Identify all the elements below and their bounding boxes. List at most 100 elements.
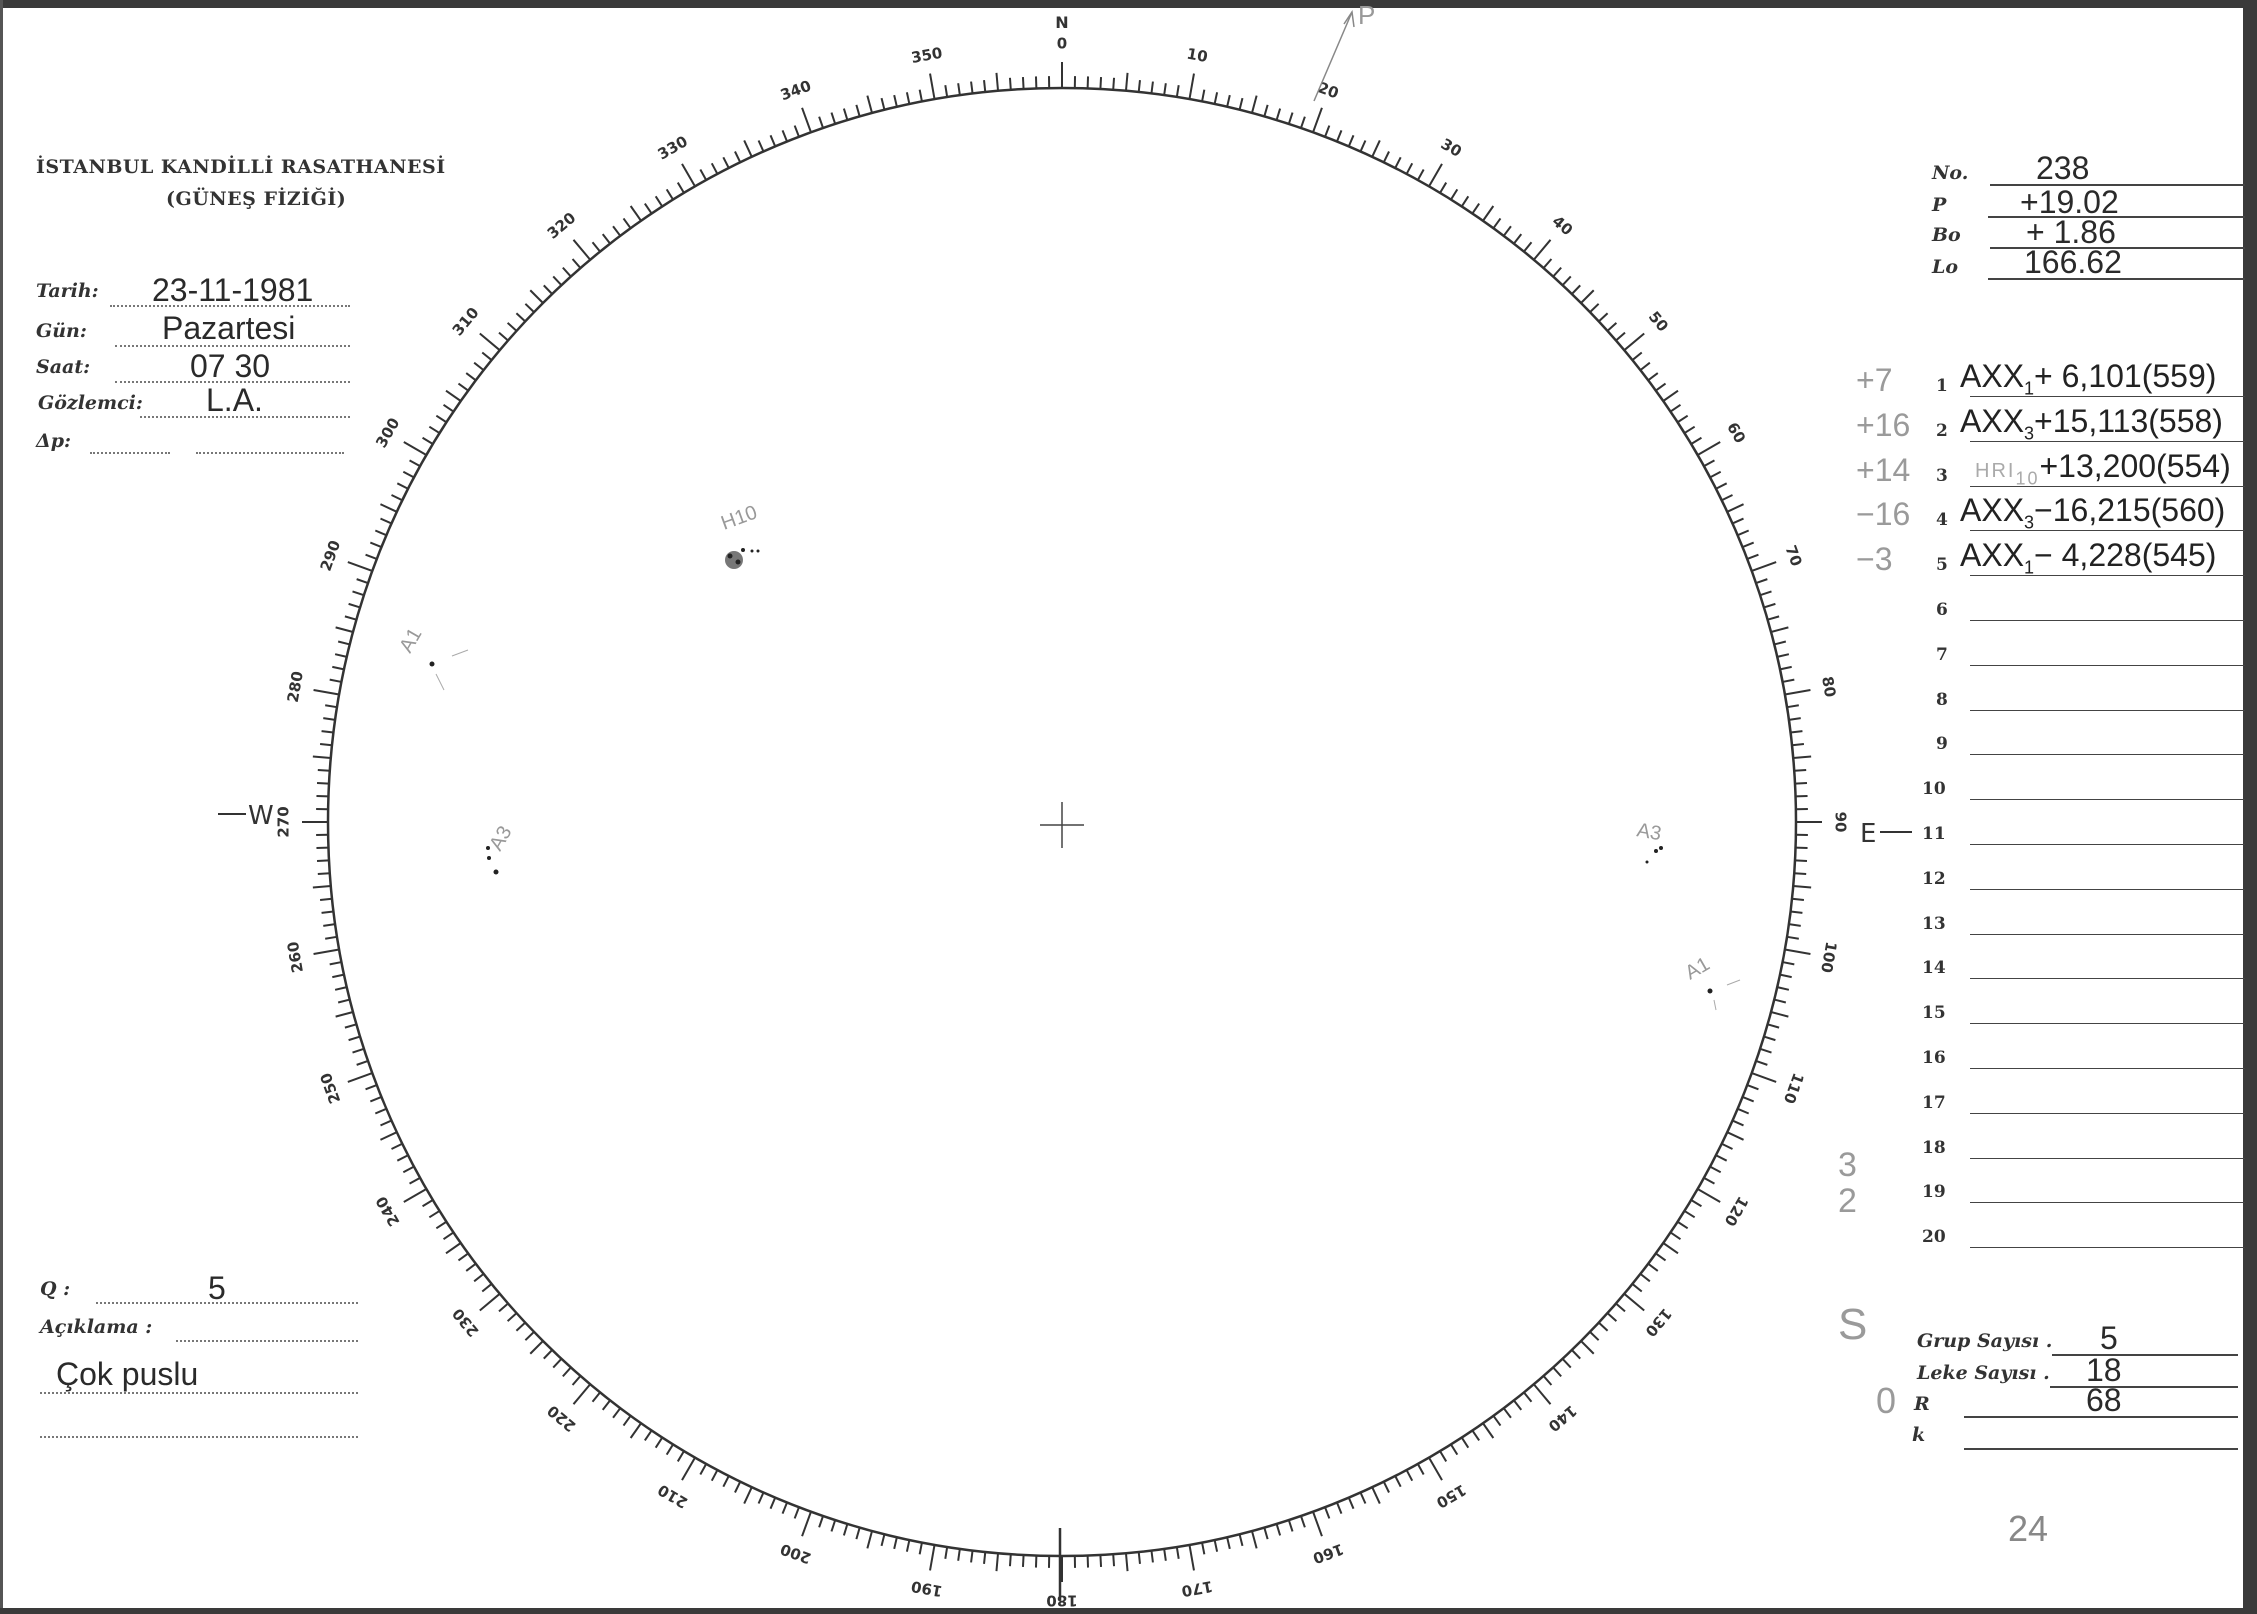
description-value: Çok puslu xyxy=(56,1356,199,1392)
scale-tick xyxy=(855,104,861,117)
scale-tick xyxy=(323,717,336,721)
scale-tick xyxy=(1773,640,1787,646)
scale-tick xyxy=(734,151,742,163)
group-row-line xyxy=(1970,530,2245,532)
scale-tick xyxy=(676,182,685,194)
lo-label: Lo xyxy=(1932,256,1959,278)
scale-label: 0 xyxy=(1057,35,1067,53)
scale-tick xyxy=(1312,107,1323,133)
scale-tick xyxy=(1382,1481,1390,1493)
scale-tick xyxy=(1767,1023,1780,1029)
scale-tick xyxy=(1226,1536,1231,1550)
group-row-line xyxy=(1970,1202,2245,1204)
scale-tick xyxy=(1788,717,1801,721)
scale-tick xyxy=(316,781,330,785)
scale-tick xyxy=(1606,1312,1618,1322)
scale-tick xyxy=(612,225,622,237)
time-label: Saat: xyxy=(36,356,91,378)
scale-label: 30 xyxy=(1438,135,1465,161)
pole-axis-line xyxy=(1313,11,1353,102)
p-line xyxy=(1988,216,2245,218)
scale-tick xyxy=(1188,73,1195,100)
scale-tick xyxy=(1759,590,1772,597)
scale-tick xyxy=(479,332,501,351)
group-row-line xyxy=(1970,575,2245,577)
scale-tick xyxy=(1112,77,1116,90)
scale-tick xyxy=(1623,332,1645,351)
scale-tick xyxy=(1460,1437,1470,1449)
scale-tick xyxy=(1561,1358,1572,1369)
scale-tick xyxy=(347,561,373,572)
scale-label: 260 xyxy=(284,940,307,974)
scale-tick xyxy=(1793,884,1812,889)
scale-tick xyxy=(612,1407,622,1419)
scale-tick xyxy=(1788,923,1801,927)
scale-label: 280 xyxy=(284,670,307,704)
scale-tick xyxy=(380,1131,398,1141)
scale-tick xyxy=(457,382,469,392)
scale-label: 200 xyxy=(778,1540,814,1568)
scale-tick xyxy=(769,1497,777,1510)
scale-tick xyxy=(325,704,338,709)
scale-tick xyxy=(391,494,403,502)
scale-tick xyxy=(665,188,674,201)
scale-tick xyxy=(1759,1047,1772,1054)
scale-tick xyxy=(1312,1511,1323,1537)
scale-tick xyxy=(572,1383,591,1405)
scale-tick xyxy=(710,1469,719,1482)
sunspot xyxy=(756,549,760,553)
scale-tick xyxy=(1482,205,1495,222)
bo-label: Bo xyxy=(1932,224,1961,246)
scale-tick xyxy=(323,923,336,927)
sunspot-group-label: A1 xyxy=(395,624,426,656)
scale-tick xyxy=(1175,85,1180,98)
scale-tick xyxy=(866,95,873,114)
scale-tick xyxy=(1655,1252,1667,1262)
scale-tick xyxy=(391,1142,403,1150)
scale-tick xyxy=(893,94,898,108)
scale-tick xyxy=(374,529,387,537)
scale-tick xyxy=(506,322,518,332)
group-row-number: 12 xyxy=(1922,868,1946,889)
scale-tick xyxy=(1763,1035,1776,1042)
scale-tick xyxy=(1784,948,1811,955)
scale-tick xyxy=(1150,1550,1154,1563)
r-line xyxy=(1964,1416,2238,1418)
scale-tick xyxy=(1492,217,1502,229)
scan-edge-bottom xyxy=(0,1608,2257,1614)
scale-tick xyxy=(757,140,765,152)
group-row-line xyxy=(1970,440,2245,442)
scale-tick xyxy=(1226,94,1231,108)
scale-tick xyxy=(1213,1539,1219,1552)
group-entry: AXX1− 4,228(545) xyxy=(1960,537,2216,578)
pole-arrow-icon xyxy=(1343,9,1355,28)
scale-tick xyxy=(622,1415,632,1427)
scale-tick xyxy=(1589,1331,1600,1341)
date-label: Tarih: xyxy=(36,280,99,302)
scale-tick xyxy=(356,578,369,584)
group-class: AXX xyxy=(1960,492,2025,529)
scale-tick xyxy=(1662,389,1679,402)
scale-tick xyxy=(396,1154,409,1162)
scale-tick xyxy=(601,1399,611,1411)
scale-tick xyxy=(1703,1176,1715,1185)
scale-tick xyxy=(1662,1242,1679,1255)
group-row-number: 5 xyxy=(1936,555,1948,576)
scale-tick xyxy=(312,884,331,889)
scale-tick xyxy=(1502,1407,1512,1419)
scale-tick xyxy=(1008,77,1012,90)
group-class-subscript: 10 xyxy=(2015,467,2040,488)
group-row-line xyxy=(1970,620,2245,621)
scale-tick xyxy=(344,615,357,621)
scale-tick xyxy=(1715,1154,1728,1162)
group-row-line xyxy=(1970,978,2245,980)
scale-tick xyxy=(1300,1515,1306,1528)
scale-tick xyxy=(1715,482,1728,490)
sunspot xyxy=(735,559,741,565)
scale-tick xyxy=(681,1457,696,1481)
scale-tick xyxy=(676,1450,685,1462)
pole-label: P xyxy=(1358,0,1375,30)
scale-tick xyxy=(380,503,398,513)
scale-tick xyxy=(842,1523,849,1536)
group-correction-note: −16 xyxy=(1856,496,1911,533)
